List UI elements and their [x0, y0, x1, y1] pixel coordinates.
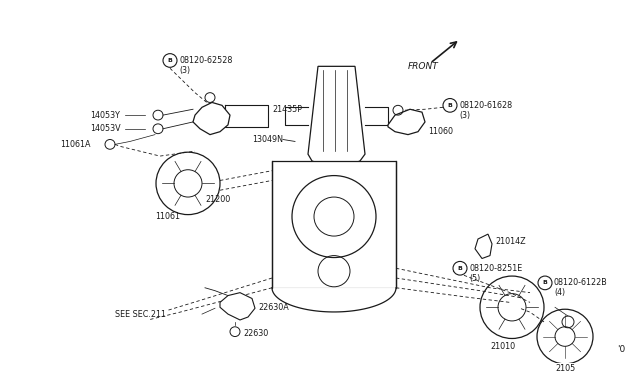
Text: '0: '0: [617, 345, 625, 354]
Text: 08120-62528: 08120-62528: [179, 56, 232, 65]
Circle shape: [443, 99, 457, 112]
Text: 21010: 21010: [490, 342, 515, 351]
Text: (4): (4): [554, 288, 565, 297]
Text: 13049N: 13049N: [252, 135, 283, 144]
Text: B: B: [168, 58, 172, 63]
Text: SEE SEC.211: SEE SEC.211: [115, 310, 166, 318]
Polygon shape: [193, 102, 230, 135]
Circle shape: [538, 276, 552, 290]
Text: 2105: 2105: [555, 364, 575, 372]
Text: B: B: [543, 280, 547, 285]
Text: (3): (3): [179, 66, 190, 75]
Text: 11061A: 11061A: [60, 140, 90, 149]
Polygon shape: [220, 293, 255, 320]
Text: (5): (5): [469, 273, 480, 282]
Text: (3): (3): [459, 110, 470, 120]
Text: B: B: [458, 266, 463, 271]
Text: 08120-8251E: 08120-8251E: [469, 264, 522, 273]
Text: 21014Z: 21014Z: [495, 237, 525, 246]
Text: 22630: 22630: [243, 329, 268, 338]
Text: 11061: 11061: [155, 212, 180, 221]
Text: 22630A: 22630A: [258, 303, 289, 312]
Text: 08120-61628: 08120-61628: [459, 101, 512, 110]
Text: 14053Y: 14053Y: [90, 110, 120, 120]
Circle shape: [453, 262, 467, 275]
Text: B: B: [447, 103, 452, 108]
Polygon shape: [308, 66, 365, 166]
Text: 21435P: 21435P: [272, 105, 302, 114]
Text: FRONT: FRONT: [408, 62, 439, 71]
Text: 08120-6122B: 08120-6122B: [554, 278, 608, 288]
Text: 11060: 11060: [428, 127, 453, 136]
Text: 21200: 21200: [205, 195, 230, 205]
Polygon shape: [388, 109, 425, 135]
Polygon shape: [475, 234, 492, 259]
Circle shape: [163, 54, 177, 67]
Polygon shape: [272, 161, 396, 288]
Text: 14053V: 14053V: [90, 124, 120, 133]
